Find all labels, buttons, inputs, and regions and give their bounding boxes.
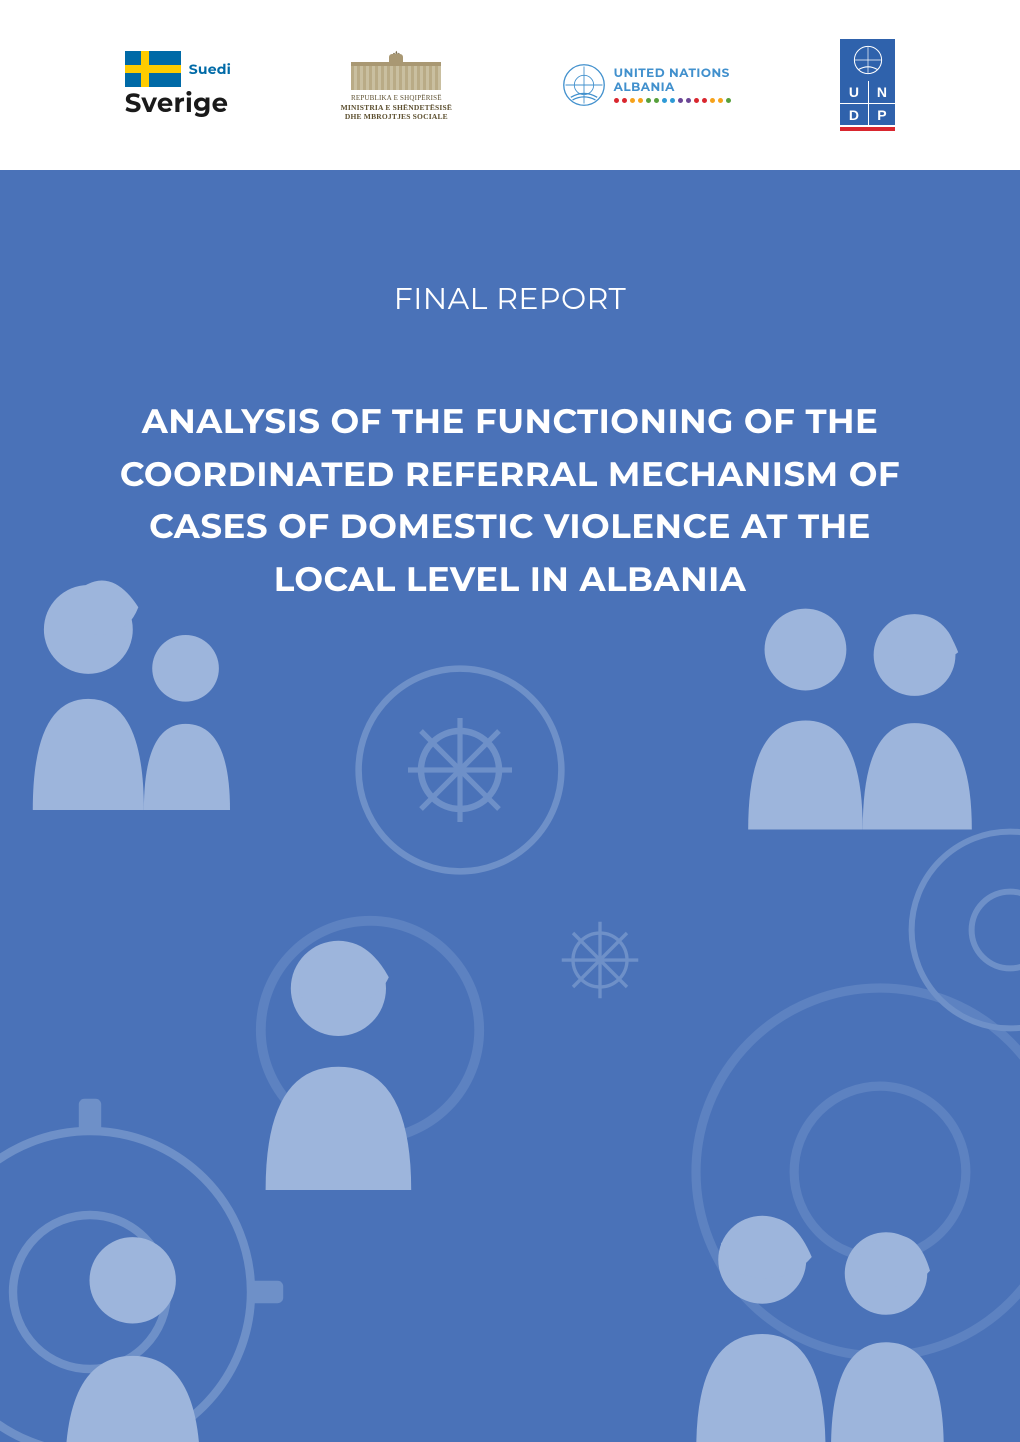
undp-red-bar [840, 127, 895, 131]
un-albania-line1: UNITED NATIONS [614, 67, 731, 80]
ministry-line2: MINISTRIA E SHËNDETËSISË [341, 103, 453, 112]
undp-letter-grid: UNDP [840, 81, 895, 125]
una-dot [646, 98, 651, 103]
una-dot [726, 98, 731, 103]
undp-letter: P [868, 103, 896, 125]
sweden-flag-icon [125, 51, 181, 87]
una-dot [662, 98, 667, 103]
un-albania-line2: ALBANIA [614, 81, 731, 94]
una-dot [694, 98, 699, 103]
cover-area: FINAL REPORT ANALYSIS OF THE FUNCTIONING… [0, 170, 1020, 1442]
una-dot [630, 98, 635, 103]
sweden-sverige-label: Sverige [125, 87, 231, 119]
cover-subtitle: FINAL REPORT [0, 280, 1020, 317]
undp-letter: D [840, 103, 868, 125]
un-albania-logo: UNITED NATIONS ALBANIA [562, 63, 731, 107]
ministry-line3: DHE MBROJTJES SOCIALE [341, 112, 453, 121]
logo-strip: Suedi Sverige ⚜ REPUBLIKA E SHQIPËRISË M… [0, 0, 1020, 170]
cover-title: ANALYSIS OF THE FUNCTIONING OF THE COORD… [0, 395, 1020, 606]
undp-logo: UNDP [840, 39, 895, 131]
sweden-suedi-label: Suedi [189, 60, 231, 78]
undp-letter: N [868, 81, 896, 103]
undp-emblem-icon [840, 39, 895, 81]
ministry-line1: REPUBLIKA E SHQIPËRISË [341, 94, 453, 103]
una-dot [710, 98, 715, 103]
una-dot [670, 98, 675, 103]
sweden-logo: Suedi Sverige [125, 51, 231, 119]
ministry-logo: ⚜ REPUBLIKA E SHQIPËRISË MINISTRIA E SHË… [341, 48, 453, 122]
una-dot [702, 98, 707, 103]
report-cover-page: Suedi Sverige ⚜ REPUBLIKA E SHQIPËRISË M… [0, 0, 1020, 1442]
un-emblem-icon [562, 63, 606, 107]
una-dot [638, 98, 643, 103]
undp-letter: U [840, 81, 868, 103]
una-dot [654, 98, 659, 103]
una-dot [686, 98, 691, 103]
una-dot [614, 98, 619, 103]
un-albania-dots [614, 98, 731, 103]
una-dot [622, 98, 627, 103]
una-dot [678, 98, 683, 103]
ministry-building-icon [351, 62, 441, 90]
una-dot [718, 98, 723, 103]
